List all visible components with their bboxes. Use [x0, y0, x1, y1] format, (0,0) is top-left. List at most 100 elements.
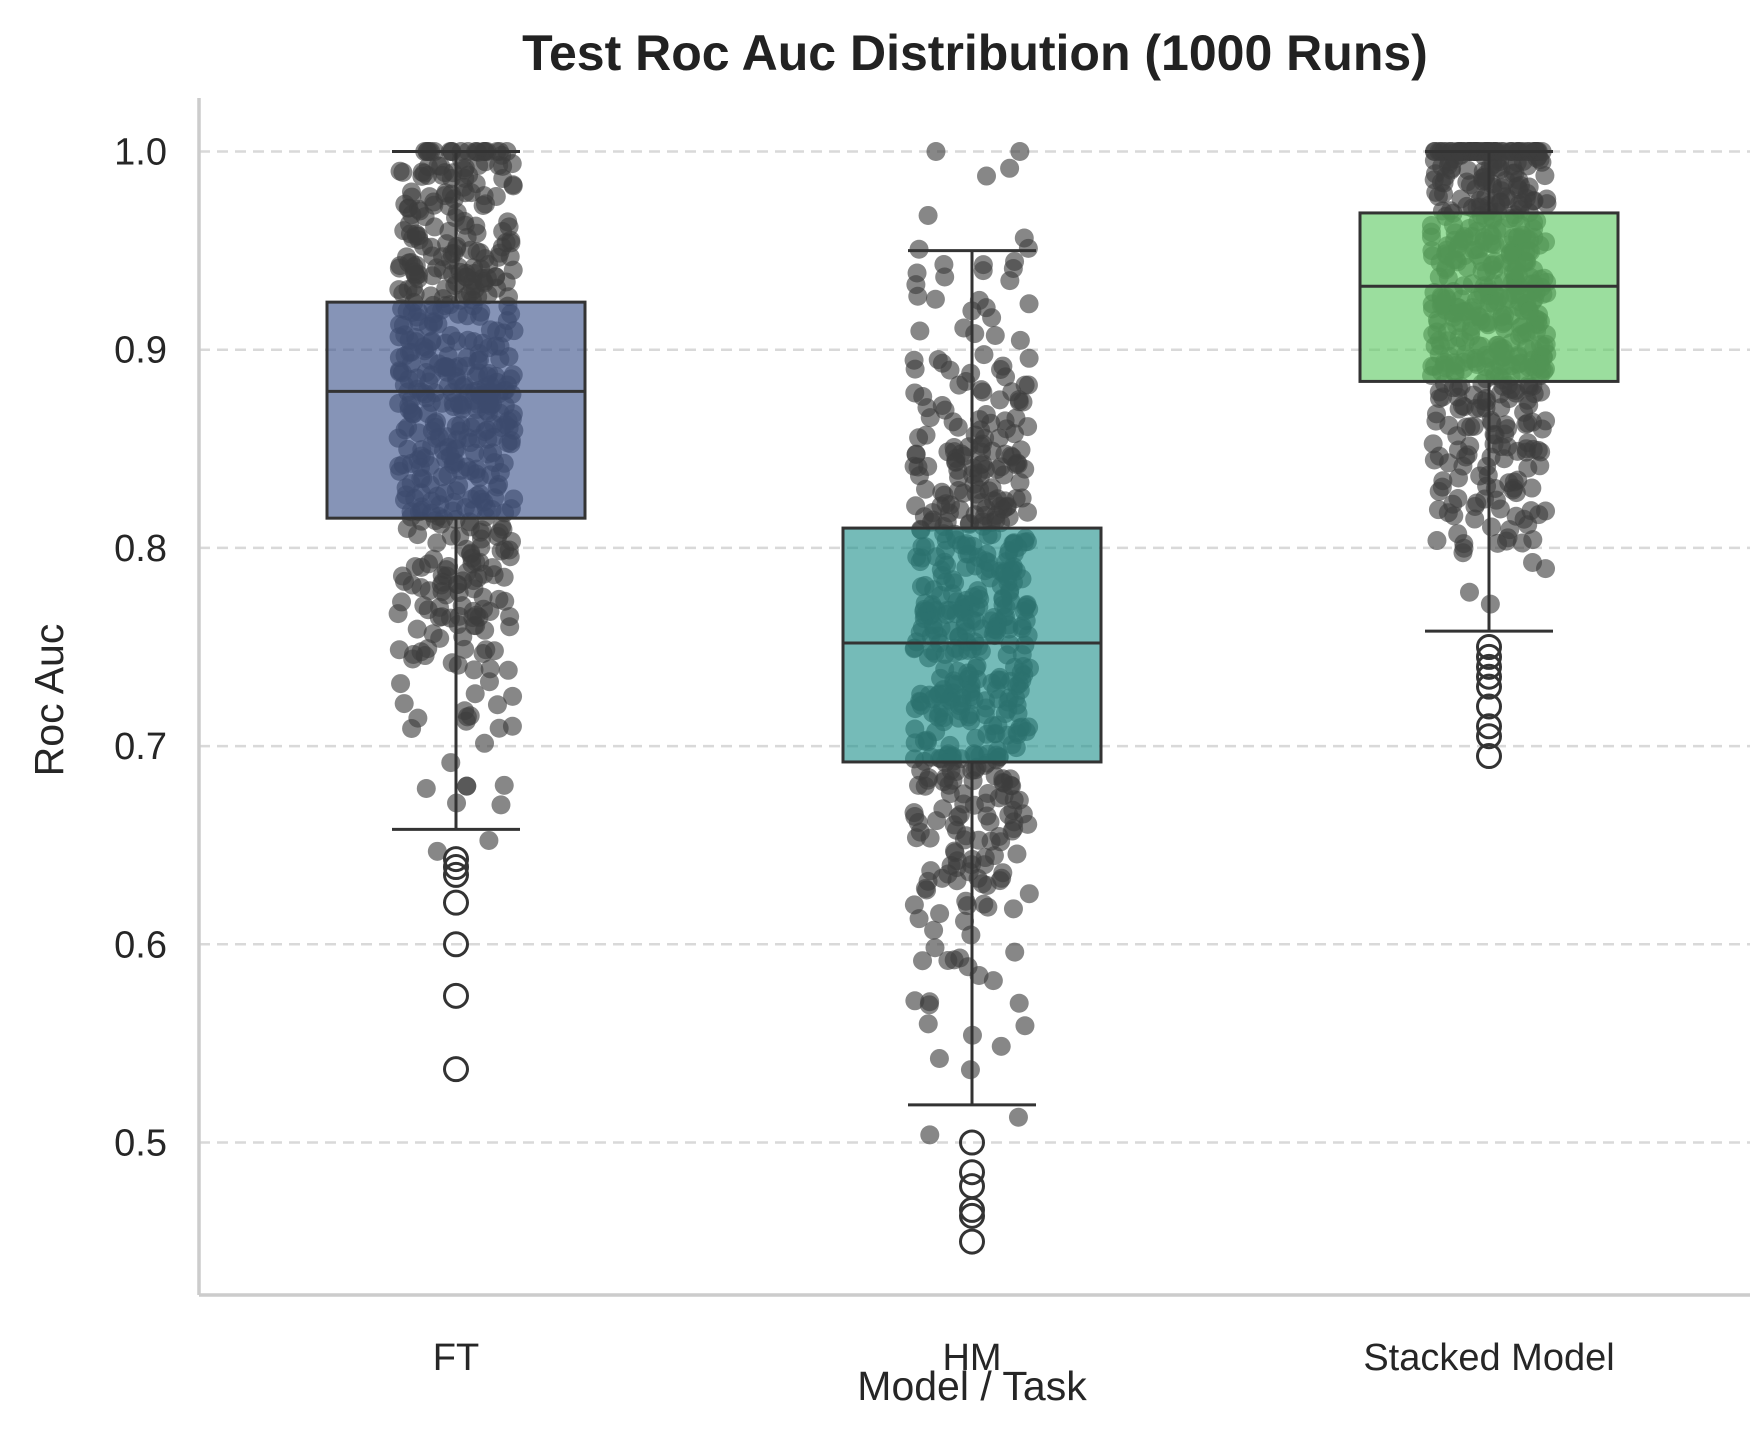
jitter-point — [479, 830, 499, 850]
jitter-point — [1452, 396, 1472, 416]
outlier-marker — [1476, 634, 1502, 660]
jitter-point — [500, 247, 520, 267]
jitter-point — [982, 478, 1002, 498]
jitter-point — [1457, 172, 1477, 192]
jitter-point — [948, 460, 968, 480]
jitter-point — [905, 991, 925, 1011]
jitter-point — [439, 221, 459, 241]
outlier-marker — [959, 1228, 985, 1255]
jitter-point — [1439, 415, 1459, 435]
jitter-point — [910, 321, 930, 341]
jitter-point — [906, 444, 926, 464]
x-tick-label: FT — [433, 1337, 479, 1379]
jitter-point — [421, 237, 441, 257]
jitter-point — [394, 694, 414, 714]
jitter-point — [906, 828, 926, 848]
jitter-point — [1009, 993, 1029, 1013]
jitter-point — [389, 258, 409, 278]
jitter-point — [1004, 790, 1024, 810]
jitter-point — [1491, 398, 1511, 418]
outlier-marker — [443, 931, 469, 958]
box-iqr — [841, 526, 1103, 764]
jitter-point — [983, 971, 1003, 991]
outlier-marker — [443, 1056, 469, 1083]
jitter-point — [913, 951, 933, 971]
jitter-point — [463, 571, 483, 591]
jitter-point — [388, 604, 408, 624]
outlier-marker — [443, 846, 469, 873]
jitter-point — [954, 784, 974, 804]
jitter-point — [981, 831, 1001, 851]
jitter-point — [945, 841, 965, 861]
jitter-point — [909, 909, 929, 929]
jitter-point — [464, 616, 484, 636]
outlier-marker — [1476, 663, 1502, 690]
jitter-point — [469, 155, 489, 175]
jitter-point — [920, 828, 940, 848]
jitter-point — [993, 863, 1013, 883]
jitter-point — [1004, 424, 1024, 444]
jitter-point — [1476, 392, 1496, 412]
y-tick-label: 0.5 — [114, 1123, 167, 1165]
jitter-point — [1005, 942, 1025, 962]
y-tick-label: 1.0 — [114, 132, 167, 174]
jitter-point — [467, 242, 487, 262]
jitter-point — [971, 380, 991, 400]
jitter-point — [969, 290, 989, 310]
jitter-point — [1006, 408, 1026, 428]
outlier-marker — [443, 982, 469, 1009]
jitter-point — [991, 1036, 1011, 1056]
jitter-point — [1486, 490, 1506, 510]
jitter-point — [980, 812, 1000, 832]
jitter-point — [904, 350, 924, 370]
jitter-point — [954, 318, 974, 338]
jitter-point — [1530, 456, 1550, 476]
jitter-point — [957, 896, 977, 916]
jitter-point — [494, 567, 514, 587]
outlier-marker — [1476, 713, 1502, 740]
jitter-point — [969, 966, 989, 986]
box-group-hm — [841, 249, 1103, 1255]
jitter-point — [1010, 142, 1030, 161]
outlier-marker — [1476, 723, 1502, 750]
axes — [197, 98, 1750, 1297]
jitter-point — [1451, 189, 1471, 209]
jitter-point — [1522, 478, 1542, 498]
jitter-point — [471, 529, 491, 549]
jitter-point — [1448, 468, 1468, 488]
jitter-point — [489, 718, 509, 738]
outlier-marker — [443, 861, 469, 888]
jitter-point — [1425, 164, 1445, 184]
jitter-point — [926, 142, 946, 161]
jitter-point — [1461, 417, 1481, 437]
jitter-point — [1428, 500, 1448, 520]
box-group-stacked-model — [1358, 150, 1620, 770]
outlier-marker — [1476, 673, 1502, 700]
y-axis-label: Roc Auc — [26, 624, 72, 777]
jitter-point — [489, 155, 509, 175]
jitter-point — [978, 783, 998, 803]
jitter-point — [456, 711, 476, 731]
outlier-marker — [959, 1129, 985, 1156]
jitter-point — [408, 708, 428, 728]
box-iqr — [325, 300, 587, 520]
jitter-point — [491, 795, 511, 815]
jitter-point — [996, 367, 1016, 387]
jitter-point — [1496, 531, 1516, 551]
jitter-point — [408, 199, 428, 219]
jitter-point — [1499, 473, 1519, 493]
jitter-point — [1019, 348, 1039, 368]
jitter-point — [456, 267, 476, 287]
jitter-point — [391, 674, 411, 694]
x-axis-label: Model / Task — [857, 1363, 1087, 1409]
jitter-point — [920, 1125, 940, 1145]
jitter-point — [433, 260, 453, 280]
jitter-point — [1444, 506, 1464, 526]
jitter-point — [938, 864, 958, 884]
jitter-point — [427, 841, 447, 861]
jitter-point — [940, 360, 960, 380]
jitter-point — [925, 289, 945, 309]
jitter-point — [1018, 814, 1038, 834]
